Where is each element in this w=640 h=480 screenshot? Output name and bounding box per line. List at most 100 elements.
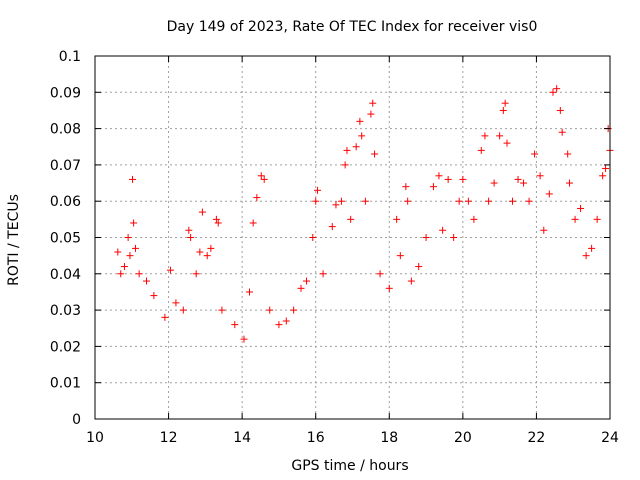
data-point (485, 197, 493, 205)
data-point (553, 85, 561, 93)
data-point (415, 263, 423, 271)
data-point (266, 306, 274, 314)
x-tick-label: 16 (307, 430, 325, 446)
data-point (303, 277, 311, 285)
data-point (385, 284, 393, 292)
data-point (549, 88, 557, 96)
data-point (341, 161, 349, 169)
y-tick-label: 0.03 (50, 303, 81, 319)
data-point (358, 132, 366, 140)
data-point (126, 252, 134, 260)
data-point (404, 197, 412, 205)
data-point (290, 306, 298, 314)
x-axis-label: GPS time / hours (291, 458, 408, 474)
data-point (545, 190, 553, 198)
y-tick-label: 0.1 (59, 49, 81, 65)
data-point (143, 277, 150, 285)
data-point (253, 194, 261, 202)
data-point (393, 215, 401, 223)
data-point (203, 252, 211, 260)
y-tick-label: 0.01 (50, 376, 81, 392)
data-point (531, 150, 539, 158)
data-point (332, 201, 340, 209)
data-point (470, 215, 478, 223)
y-tick-label: 0.04 (50, 267, 81, 283)
data-point (558, 128, 566, 136)
data-point (407, 277, 415, 285)
x-tick-label: 12 (160, 430, 178, 446)
data-point (361, 197, 369, 205)
data-point (588, 244, 596, 252)
data-point (496, 132, 504, 140)
data-point (150, 292, 158, 300)
data-point (439, 226, 447, 234)
data-point (599, 172, 607, 180)
data-point (196, 248, 204, 256)
data-point (114, 248, 122, 256)
y-axis-label: ROTI / TECUs (6, 194, 22, 286)
y-tick-label: 0 (72, 412, 81, 428)
data-point (371, 150, 379, 158)
data-point (499, 106, 507, 114)
chart-title: Day 149 of 2023, Rate Of TEC Index for r… (167, 19, 538, 35)
y-tick-label: 0.05 (50, 231, 81, 247)
data-point (192, 270, 200, 278)
data-point (564, 150, 572, 158)
data-point (501, 99, 509, 107)
data-point (459, 175, 467, 183)
data-point (540, 226, 548, 234)
data-point (297, 284, 305, 292)
data-point (282, 317, 290, 325)
x-tick-label: 10 (86, 430, 104, 446)
data-point (131, 244, 139, 252)
data-point (249, 219, 257, 227)
y-tick-label: 0.02 (50, 339, 81, 355)
data-point (556, 106, 564, 114)
data-point (314, 186, 322, 194)
data-point (444, 175, 452, 183)
x-tick-label: 22 (528, 430, 546, 446)
data-point (503, 139, 511, 147)
data-point (455, 197, 463, 205)
data-point (577, 204, 585, 212)
data-point (347, 215, 355, 223)
data-point (231, 321, 239, 329)
data-point (312, 197, 320, 205)
data-point (525, 197, 533, 205)
data-point (352, 143, 360, 151)
data-point (257, 172, 265, 180)
data-point (536, 172, 544, 180)
data-point (490, 179, 498, 187)
data-point (240, 335, 248, 343)
data-point (166, 266, 174, 274)
data-point (571, 215, 579, 223)
y-tick-label: 0.06 (50, 194, 81, 210)
data-point (187, 234, 195, 241)
data-point (124, 234, 132, 241)
data-point (509, 197, 517, 205)
data-point (477, 146, 485, 154)
data-point (218, 306, 226, 314)
data-point (214, 219, 222, 227)
y-tick-label: 0.09 (50, 85, 81, 101)
data-point (396, 252, 404, 260)
data-point (275, 321, 283, 329)
x-tick-label: 20 (454, 430, 472, 446)
data-point (319, 270, 327, 278)
data-point (185, 226, 193, 234)
data-point (172, 299, 180, 307)
data-point (602, 165, 610, 173)
data-point (481, 132, 489, 140)
data-point (514, 175, 522, 183)
x-tick-label: 18 (380, 430, 398, 446)
y-tick-label: 0.08 (50, 122, 81, 138)
data-point (212, 215, 220, 223)
data-point (260, 175, 268, 183)
data-point (369, 99, 377, 107)
data-point (135, 270, 143, 278)
data-point (328, 223, 336, 231)
data-point (130, 219, 138, 227)
data-point (435, 172, 443, 180)
data-point (422, 234, 430, 241)
